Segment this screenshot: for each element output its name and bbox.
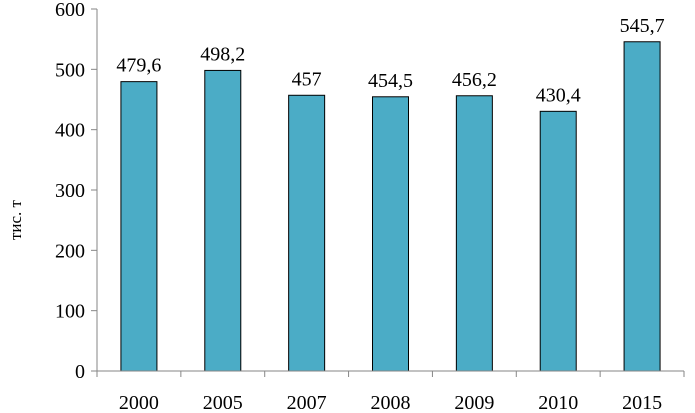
value-label-2005: 498,2 xyxy=(200,43,245,65)
y-tick-label: 400 xyxy=(55,120,85,142)
x-tick-label: 2008 xyxy=(371,392,411,413)
value-label-2010: 430,4 xyxy=(536,84,581,106)
bar-2000 xyxy=(120,81,158,372)
x-tick-label: 2015 xyxy=(622,392,662,413)
x-tick-label: 2010 xyxy=(538,392,578,413)
x-tick-label: 2007 xyxy=(287,392,327,413)
value-label-2008: 454,5 xyxy=(368,70,413,92)
y-tick-label: 500 xyxy=(55,59,85,81)
bar-2005 xyxy=(204,69,242,372)
x-tick-label: 2005 xyxy=(203,392,243,413)
value-label-2015: 545,7 xyxy=(620,15,665,37)
x-tick-label: 2009 xyxy=(454,392,494,413)
bars xyxy=(120,41,661,372)
value-labels: 479,6 498,2 457 454,5 456,2 430,4 545,7 xyxy=(116,15,664,107)
bar-2015 xyxy=(623,41,661,372)
y-axis-title: тис. т xyxy=(6,199,25,240)
bar-2007 xyxy=(288,94,326,372)
value-label-2000: 479,6 xyxy=(116,55,161,77)
y-tick-label: 300 xyxy=(55,180,85,202)
bar-2008 xyxy=(372,96,409,372)
y-tick-label: 200 xyxy=(55,240,85,262)
value-label-2009: 456,2 xyxy=(452,69,497,91)
x-axis-ticks: 2000 2005 2007 2008 2009 2010 2015 xyxy=(96,371,685,413)
bar-2010 xyxy=(539,110,577,372)
x-tick-label: 2000 xyxy=(119,392,159,413)
value-label-2007: 457 xyxy=(292,68,322,90)
y-tick-label: 600 xyxy=(55,0,85,21)
y-tick-label: 0 xyxy=(75,361,85,383)
y-axis-ticks: 0 100 200 300 400 500 600 xyxy=(55,0,97,383)
y-tick-label: 100 xyxy=(55,301,85,323)
bar-2009 xyxy=(455,95,493,372)
